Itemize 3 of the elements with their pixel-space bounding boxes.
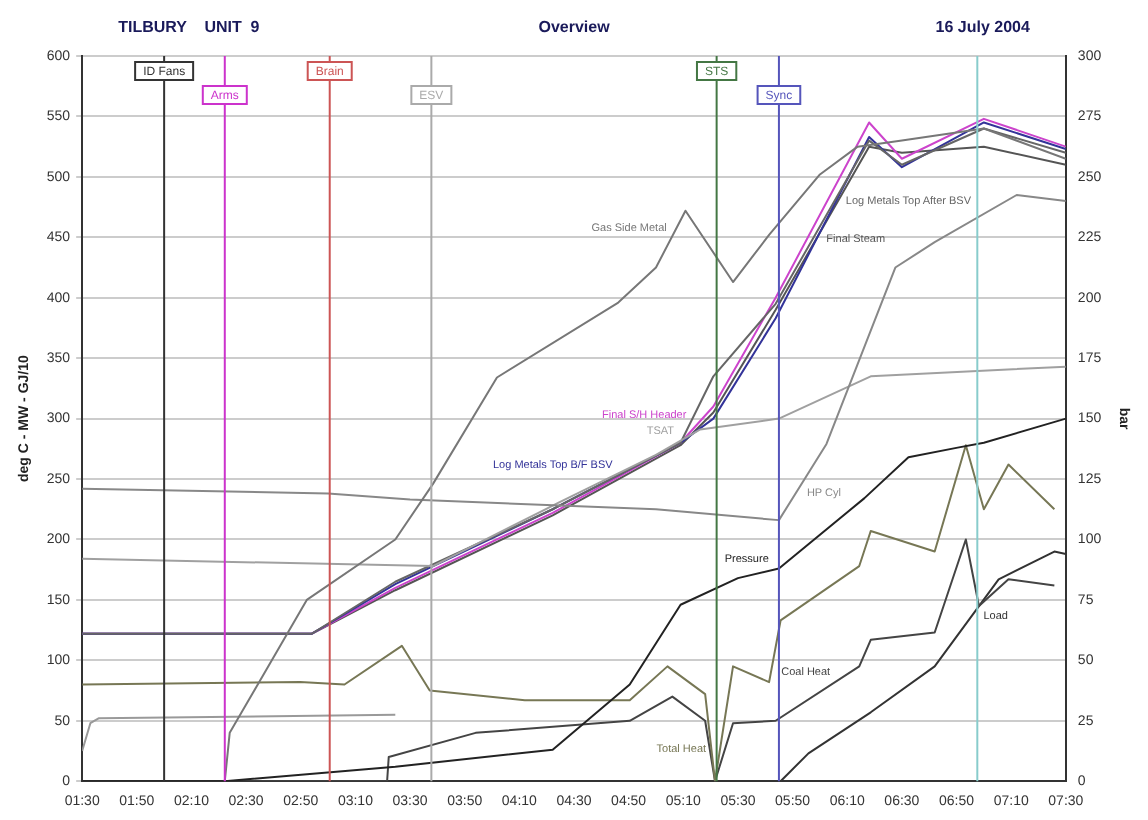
chart-title: Overview (538, 18, 612, 37)
text: TILBURY UNIT 9 (118, 18, 261, 37)
text: 16 July 2004 (935, 18, 1031, 37)
